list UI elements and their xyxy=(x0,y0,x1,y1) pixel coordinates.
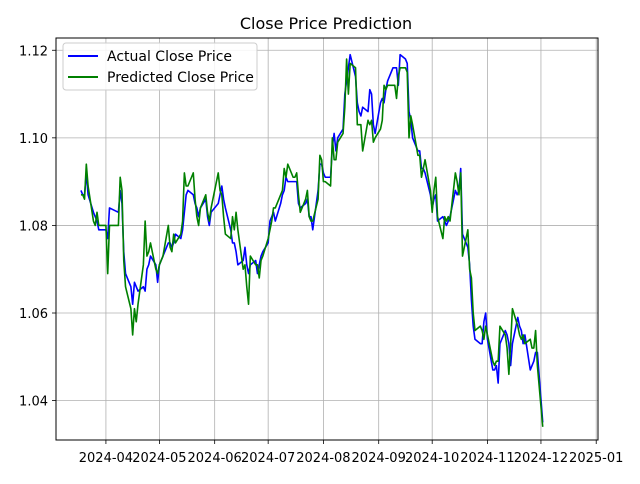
x-tick-label: 2024-04 xyxy=(79,451,133,466)
y-tick-label: 1.12 xyxy=(19,44,48,59)
tick-layer: 2024-04 2024-05 2024-06 2024-07 2024-08 2024-… xyxy=(19,44,623,466)
series-line-predicted xyxy=(80,58,544,427)
x-tick-label: 2024-09 xyxy=(352,451,406,466)
y-tick-label: 1.06 xyxy=(19,307,48,322)
series-layer xyxy=(80,53,544,427)
x-tick-label: 2024-10 xyxy=(405,451,459,466)
x-tick-label: 2024-08 xyxy=(296,451,350,466)
x-tick-label: 2024-05 xyxy=(132,451,186,466)
legend: Actual Close Price Predicted Close Price xyxy=(62,42,258,91)
legend-label-actual: Actual Close Price xyxy=(107,49,232,65)
x-tick-label: 2024-12 xyxy=(514,451,568,466)
chart-title: Close Price Prediction xyxy=(240,14,412,33)
y-tick-label: 1.10 xyxy=(19,132,48,147)
x-tick-label: 2024-06 xyxy=(188,451,242,466)
x-tick-label: 2024-11 xyxy=(460,451,514,466)
plot-frame xyxy=(55,37,599,441)
x-tick-label: 2025-01 xyxy=(569,451,623,466)
x-tick-label: 2024-07 xyxy=(241,451,295,466)
y-tick-label: 1.08 xyxy=(19,219,48,234)
grid-layer xyxy=(56,38,598,440)
legend-box xyxy=(62,42,258,91)
legend-label-predicted: Predicted Close Price xyxy=(107,70,254,86)
y-tick-label: 1.04 xyxy=(19,395,48,410)
